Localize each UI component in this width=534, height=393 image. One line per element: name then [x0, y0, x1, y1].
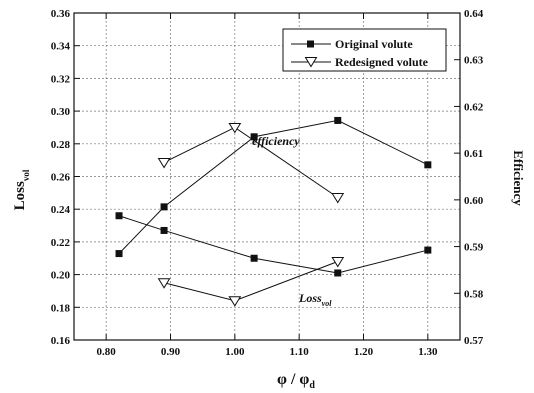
data-point-loss-original-4	[424, 246, 432, 254]
y-right-axis-label: Efficiency	[511, 150, 526, 206]
data-point-efficiency-redesigned-2	[331, 193, 345, 204]
data-point-loss-original-3	[334, 269, 342, 277]
series-layer	[115, 116, 432, 307]
data-point-loss-original-1	[160, 226, 168, 234]
data-point-loss-redesigned-2	[331, 257, 345, 268]
annotation-loss: Lossvol	[298, 291, 332, 308]
data-point-efficiency-redesigned-0	[157, 157, 171, 169]
y-left-tick-label: 0.32	[51, 73, 71, 85]
x-tick-label: 1.20	[354, 346, 374, 358]
y-right-tick-label: 0.58	[464, 288, 484, 300]
y-left-tick-label: 0.18	[51, 302, 71, 314]
x-tick-label: 1.00	[225, 346, 245, 358]
data-point-efficiency-original-3	[334, 116, 342, 124]
y-right-tick-label: 0.57	[464, 335, 484, 347]
y-left-tick-label: 0.22	[51, 237, 71, 249]
legend-marker-redesigned	[304, 57, 318, 68]
annotation-loss-subscript: vol	[322, 299, 333, 308]
y-left-axis-label: Lossvol	[12, 169, 31, 210]
series-line-loss-original	[118, 215, 428, 274]
y-right-tick-label: 0.60	[464, 195, 484, 207]
x-label-subscript: d	[309, 380, 315, 391]
y-left-tick-label: 0.20	[51, 270, 71, 282]
legend: Original volute Redesigned volute	[282, 28, 447, 72]
data-point-loss-original-2	[250, 254, 258, 262]
y-left-tick-label: 0.24	[51, 204, 71, 216]
data-point-efficiency-original-0	[115, 250, 123, 258]
legend-label-redesigned: Redesigned volute	[335, 55, 429, 69]
x-tick-label: 0.80	[97, 346, 117, 358]
y-right-tick-label: 0.61	[464, 148, 483, 160]
legend-marker-original	[307, 40, 314, 48]
annotation-efficiency: efficiency	[252, 134, 300, 148]
y-left-tick-label: 0.26	[51, 172, 71, 184]
y-right-tick-label: 0.64	[464, 8, 484, 20]
ticks: 0.80 0.90 1.00 1.10 1.20 1.30 0.16 0.18 0.20 0.22…	[51, 8, 484, 358]
x-tick-label: 1.10	[290, 346, 310, 358]
y-right-tick-label: 0.63	[464, 55, 484, 67]
y-left-tick-label: 0.34	[51, 41, 71, 53]
x-label-text: φ / φ	[277, 371, 309, 388]
x-tick-label: 0.90	[161, 346, 181, 358]
data-point-efficiency-redesigned-1	[228, 122, 242, 134]
data-point-loss-redesigned-0	[157, 278, 171, 289]
data-point-efficiency-original-1	[160, 203, 168, 211]
y-left-label-subscript: vol	[21, 169, 31, 181]
x-tick-label: 1.30	[418, 346, 438, 358]
legend-label-original: Original volute	[335, 37, 413, 51]
y-left-tick-label: 0.36	[51, 8, 71, 20]
x-axis-label: φ / φd	[277, 371, 315, 391]
data-point-loss-redesigned-1	[228, 296, 242, 307]
annotation-loss-text: Loss	[298, 291, 322, 305]
y-left-label-text: Loss	[12, 181, 28, 210]
data-point-efficiency-original-2	[250, 133, 258, 141]
y-right-tick-label: 0.59	[464, 242, 484, 254]
y-right-tick-label: 0.62	[464, 101, 484, 113]
data-point-loss-original-0	[115, 212, 123, 220]
y-left-tick-label: 0.30	[51, 106, 71, 118]
y-left-tick-label: 0.28	[51, 139, 71, 151]
y-left-tick-label: 0.16	[51, 335, 71, 347]
data-point-efficiency-original-4	[424, 161, 432, 169]
